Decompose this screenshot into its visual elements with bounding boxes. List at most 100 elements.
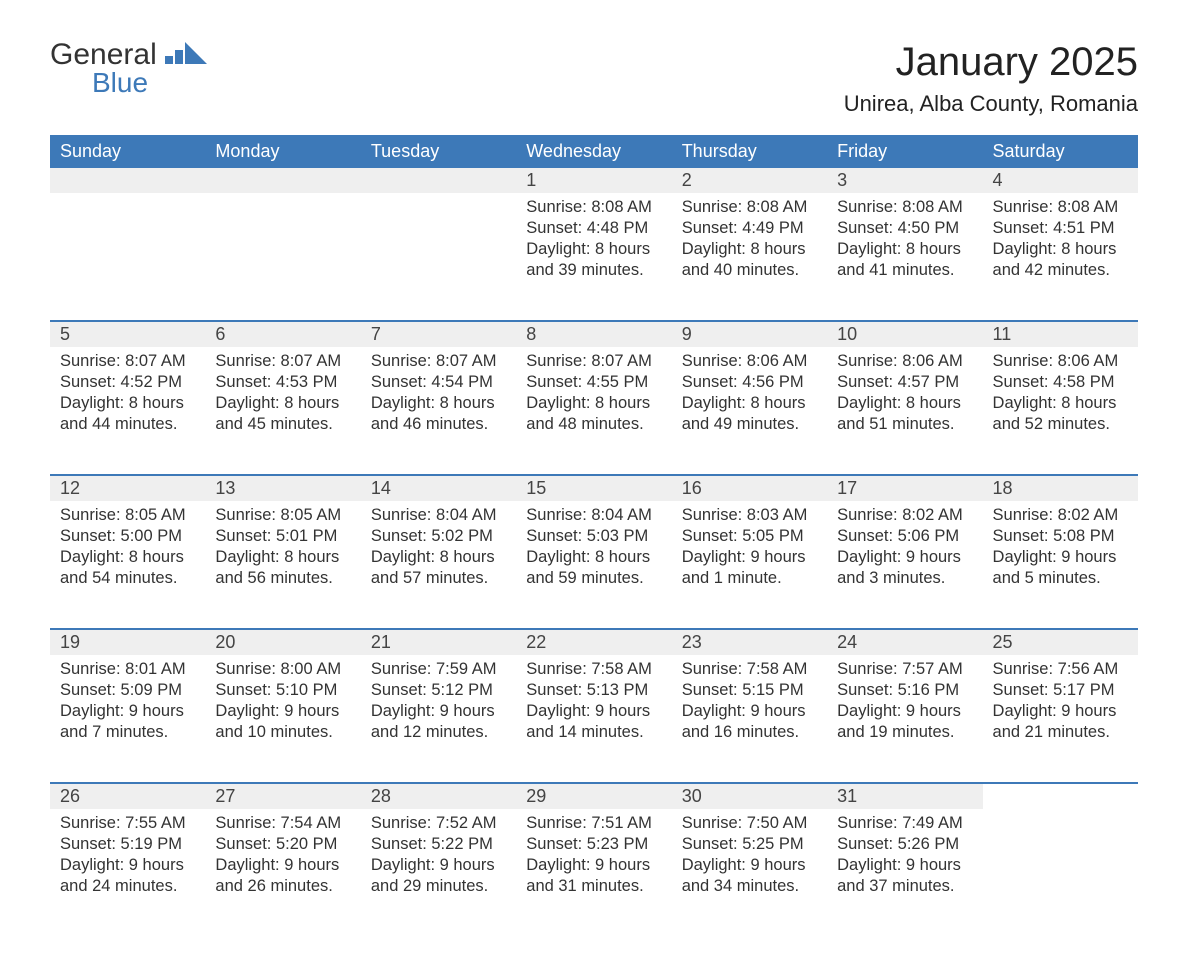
sunrise-text: Sunrise: 8:08 AM <box>837 197 972 218</box>
dl1-text: Daylight: 9 hours <box>526 701 661 722</box>
sunrise-text: Sunrise: 8:02 AM <box>993 505 1128 526</box>
day-detail-cell: Sunrise: 7:58 AMSunset: 5:13 PMDaylight:… <box>516 655 671 783</box>
sunrise-text: Sunrise: 8:07 AM <box>60 351 195 372</box>
sunset-text: Sunset: 4:48 PM <box>526 218 661 239</box>
sunrise-text: Sunrise: 7:58 AM <box>526 659 661 680</box>
day-detail-cell: Sunrise: 8:04 AMSunset: 5:02 PMDaylight:… <box>361 501 516 629</box>
day-number-cell: 24 <box>827 629 982 655</box>
day-header: Saturday <box>983 135 1138 168</box>
sunset-text: Sunset: 5:22 PM <box>371 834 506 855</box>
sunset-text: Sunset: 4:54 PM <box>371 372 506 393</box>
day-detail-row: Sunrise: 8:05 AMSunset: 5:00 PMDaylight:… <box>50 501 1138 629</box>
dl1-text: Daylight: 8 hours <box>215 393 350 414</box>
day-number: 8 <box>526 324 536 344</box>
day-number-cell: 19 <box>50 629 205 655</box>
sunrise-text: Sunrise: 7:59 AM <box>371 659 506 680</box>
day-number: 6 <box>215 324 225 344</box>
day-number: 24 <box>837 632 857 652</box>
dl1-text: Daylight: 9 hours <box>526 855 661 876</box>
sunset-text: Sunset: 5:05 PM <box>682 526 817 547</box>
calendar-table: Sunday Monday Tuesday Wednesday Thursday… <box>50 135 1138 937</box>
day-detail-cell: Sunrise: 7:56 AMSunset: 5:17 PMDaylight:… <box>983 655 1138 783</box>
day-detail-cell: Sunrise: 8:02 AMSunset: 5:06 PMDaylight:… <box>827 501 982 629</box>
sunrise-text: Sunrise: 7:56 AM <box>993 659 1128 680</box>
sunrise-text: Sunrise: 8:06 AM <box>682 351 817 372</box>
sunset-text: Sunset: 4:57 PM <box>837 372 972 393</box>
day-detail-cell: Sunrise: 8:08 AMSunset: 4:48 PMDaylight:… <box>516 193 671 321</box>
dl2-text: and 57 minutes. <box>371 568 506 589</box>
day-number-cell: 26 <box>50 783 205 809</box>
sunrise-text: Sunrise: 8:01 AM <box>60 659 195 680</box>
logo-word-2: Blue <box>92 67 148 99</box>
dl2-text: and 41 minutes. <box>837 260 972 281</box>
sunrise-text: Sunrise: 8:07 AM <box>215 351 350 372</box>
day-header: Wednesday <box>516 135 671 168</box>
day-number-cell: 9 <box>672 321 827 347</box>
day-number: 16 <box>682 478 702 498</box>
day-number: 13 <box>215 478 235 498</box>
sunset-text: Sunset: 4:51 PM <box>993 218 1128 239</box>
sunrise-text: Sunrise: 8:06 AM <box>993 351 1128 372</box>
day-detail-cell <box>205 193 360 321</box>
dl1-text: Daylight: 9 hours <box>837 701 972 722</box>
day-number-cell: 4 <box>983 168 1138 193</box>
day-detail-cell: Sunrise: 8:05 AMSunset: 5:01 PMDaylight:… <box>205 501 360 629</box>
dl1-text: Daylight: 9 hours <box>215 855 350 876</box>
dl2-text: and 34 minutes. <box>682 876 817 897</box>
logo-chart-icon <box>165 42 207 69</box>
sunrise-text: Sunrise: 8:08 AM <box>526 197 661 218</box>
day-number: 11 <box>993 324 1012 344</box>
dl2-text: and 46 minutes. <box>371 414 506 435</box>
day-number-cell <box>983 783 1138 809</box>
dl2-text: and 54 minutes. <box>60 568 195 589</box>
sunset-text: Sunset: 4:50 PM <box>837 218 972 239</box>
month-title: January 2025 <box>844 40 1138 85</box>
sunset-text: Sunset: 4:55 PM <box>526 372 661 393</box>
dl1-text: Daylight: 8 hours <box>526 239 661 260</box>
day-number: 15 <box>526 478 546 498</box>
day-number-cell <box>361 168 516 193</box>
day-number-cell: 15 <box>516 475 671 501</box>
day-detail-cell <box>50 193 205 321</box>
page-header: General Blue January 2025 Unirea, Alba C… <box>50 40 1138 117</box>
day-number: 2 <box>682 170 692 190</box>
sunrise-text: Sunrise: 7:51 AM <box>526 813 661 834</box>
sunrise-text: Sunrise: 8:04 AM <box>526 505 661 526</box>
day-number: 19 <box>60 632 80 652</box>
sunset-text: Sunset: 5:17 PM <box>993 680 1128 701</box>
day-number-cell: 25 <box>983 629 1138 655</box>
day-number-cell: 14 <box>361 475 516 501</box>
day-detail-cell: Sunrise: 8:08 AMSunset: 4:51 PMDaylight:… <box>983 193 1138 321</box>
dl1-text: Daylight: 8 hours <box>682 239 817 260</box>
day-detail-cell: Sunrise: 8:07 AMSunset: 4:54 PMDaylight:… <box>361 347 516 475</box>
day-number-cell <box>205 168 360 193</box>
sunrise-text: Sunrise: 7:54 AM <box>215 813 350 834</box>
day-number-cell: 5 <box>50 321 205 347</box>
day-number: 26 <box>60 786 80 806</box>
day-number-row: 1234 <box>50 168 1138 193</box>
day-number-cell: 18 <box>983 475 1138 501</box>
sunset-text: Sunset: 5:12 PM <box>371 680 506 701</box>
day-number-cell: 27 <box>205 783 360 809</box>
sunrise-text: Sunrise: 8:07 AM <box>371 351 506 372</box>
dl2-text: and 24 minutes. <box>60 876 195 897</box>
day-number-cell: 8 <box>516 321 671 347</box>
sunrise-text: Sunrise: 8:05 AM <box>215 505 350 526</box>
day-number-row: 567891011 <box>50 321 1138 347</box>
sunset-text: Sunset: 4:58 PM <box>993 372 1128 393</box>
sunrise-text: Sunrise: 7:57 AM <box>837 659 972 680</box>
day-number: 14 <box>371 478 391 498</box>
day-header-row: Sunday Monday Tuesday Wednesday Thursday… <box>50 135 1138 168</box>
dl1-text: Daylight: 9 hours <box>682 701 817 722</box>
dl1-text: Daylight: 8 hours <box>837 393 972 414</box>
sunset-text: Sunset: 5:23 PM <box>526 834 661 855</box>
day-number: 5 <box>60 324 70 344</box>
dl1-text: Daylight: 8 hours <box>60 393 195 414</box>
dl1-text: Daylight: 9 hours <box>60 701 195 722</box>
sunset-text: Sunset: 5:09 PM <box>60 680 195 701</box>
day-number-row: 12131415161718 <box>50 475 1138 501</box>
sunrise-text: Sunrise: 8:00 AM <box>215 659 350 680</box>
day-number: 17 <box>837 478 857 498</box>
sunset-text: Sunset: 4:53 PM <box>215 372 350 393</box>
logo: General Blue <box>50 40 207 99</box>
